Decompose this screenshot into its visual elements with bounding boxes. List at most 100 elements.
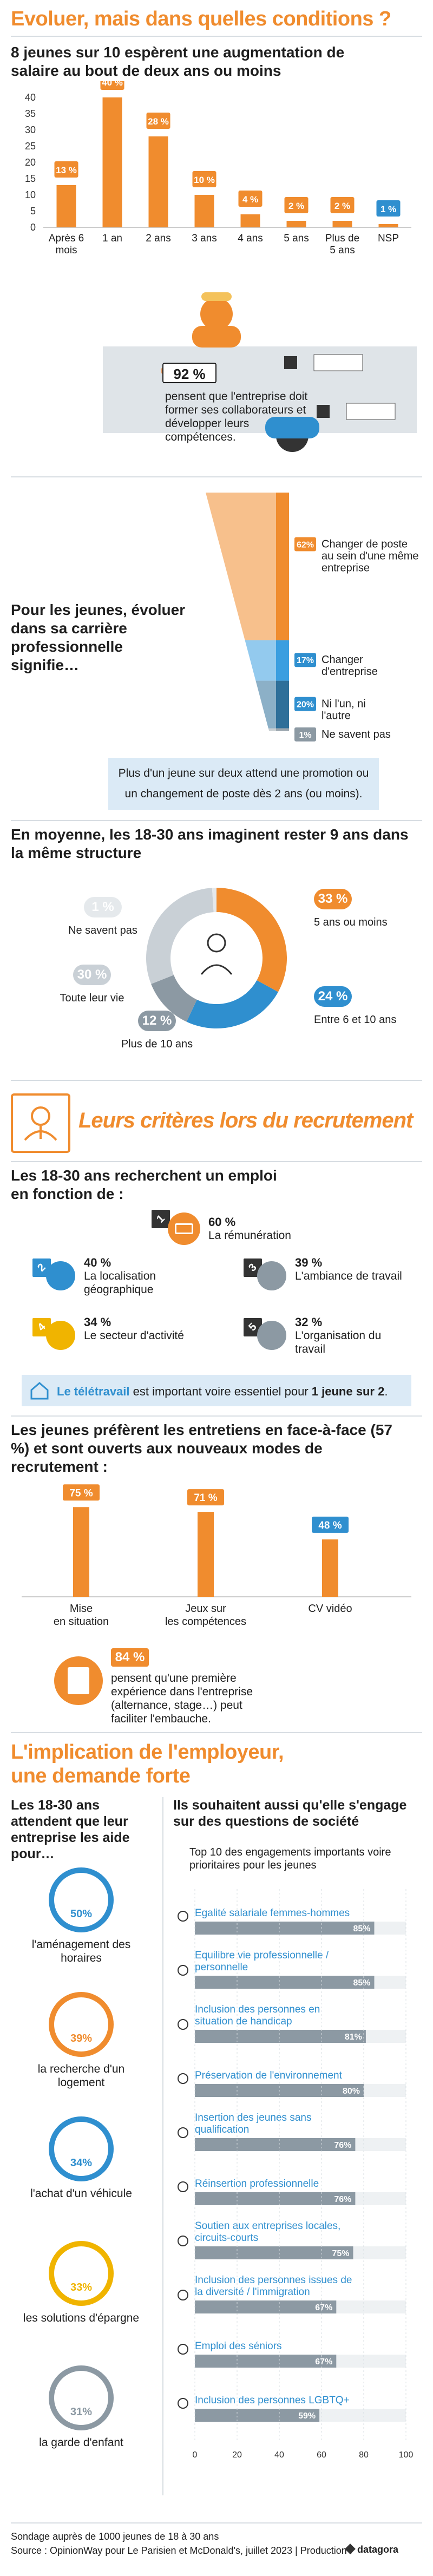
category-label: la diversité / l'immigration xyxy=(195,2286,310,2298)
criteria-text: Le secteur d'activité xyxy=(84,1329,184,1342)
engagements-chart-svg: 85%Egalité salariale femmes-hommes85%Equ… xyxy=(178,1889,414,2460)
x-tick-label: 40 xyxy=(274,2450,284,2460)
home-icon xyxy=(30,1381,49,1400)
support-pct: 33% xyxy=(70,2282,93,2293)
engagements-chart: 85% Egalité salariale femmes-hommes 85% Equ… xyxy=(173,1878,422,2495)
criteria-item-1: 1 60 % La rémunération xyxy=(152,1210,319,1248)
data-label-bg xyxy=(350,1976,373,1988)
x-tick-label: 100 xyxy=(399,2450,414,2460)
data-label-bg xyxy=(340,2085,363,2096)
coins-icon xyxy=(49,2241,114,2306)
support-item-4: 33% les solutions d'épargne xyxy=(11,2241,157,2365)
category-label: NSP xyxy=(378,233,399,244)
slice-label-bg xyxy=(138,1011,176,1031)
brand-logo: datagora xyxy=(345,2544,398,2555)
criteria-pct: 32 % xyxy=(295,1315,323,1329)
salary-bar-chart: 0 5 10 15 20 25 30 35 40 13 % Après 6 mois 40 % 1 an 2… xyxy=(11,74,422,276)
criteria-text: La localisation géographique xyxy=(84,1270,156,1296)
donut-hole xyxy=(174,915,259,1001)
category-label: Insertion des jeunes sans xyxy=(195,2112,311,2123)
diversity-icon xyxy=(178,2290,188,2300)
y-tick-label: 40 xyxy=(25,92,36,103)
data-label-bg xyxy=(350,1922,373,1934)
criteria-pct: 40 % xyxy=(84,1256,111,1269)
s6-heading: Les jeunes préfèrent les entretiens en f… xyxy=(11,1421,392,1475)
s4-heading: En moyenne, les 18-30 ans imaginent rest… xyxy=(11,826,409,861)
balance-icon xyxy=(178,1965,188,1976)
slice-text: Plus de 10 ans xyxy=(121,1038,193,1050)
footer-line2: Source : OpinionWay pour Le Parisien et … xyxy=(11,2545,352,2556)
car-icon xyxy=(49,2116,114,2181)
segment-fade xyxy=(245,640,276,681)
category-label: personnelle xyxy=(195,1962,248,1973)
segment-label-bg xyxy=(294,727,316,742)
tenure-donut-chart: 33 % 5 ans ou moins 24 % Entre 6 et 10 ans 1… xyxy=(11,871,422,1056)
datagora-icon xyxy=(345,2544,356,2554)
segment-label-bg xyxy=(294,653,316,667)
bar xyxy=(148,136,168,227)
money-icon xyxy=(168,1212,200,1245)
telework-b: est important voire essentiel pour xyxy=(129,1385,312,1398)
data-label: 2 % xyxy=(288,201,304,211)
data-label-bg xyxy=(342,2030,365,2042)
support-pct: 34% xyxy=(70,2157,93,2169)
category-label: 3 ans xyxy=(192,233,216,244)
s1-heading: 8 jeunes sur 10 espèrent une augmentatio… xyxy=(11,44,345,79)
slice-label-bg xyxy=(314,889,352,909)
clock-icon xyxy=(49,1867,114,1932)
footer-line1: Sondage auprès de 1000 jeunes de 18 à 30… xyxy=(11,2531,219,2542)
gender-equality-icon xyxy=(178,1911,188,1922)
data-label: 28 % xyxy=(148,116,169,127)
data-label: 85% xyxy=(353,1924,370,1933)
slice-label-bg xyxy=(73,965,111,985)
bar xyxy=(195,2030,366,2043)
y-tick-label: 20 xyxy=(25,157,36,168)
segment-text: d'entreprise xyxy=(322,666,378,678)
career-meaning-chart: 62% Changer de poste au sein d'une même ent… xyxy=(195,487,422,747)
category-label: Réinsertion professionnelle xyxy=(195,2178,319,2190)
category-label: 5 ans xyxy=(284,233,309,244)
category-label: Inclusion des personnes LGBTQ+ xyxy=(195,2395,350,2406)
house-icon xyxy=(49,1992,114,2057)
category-label: CV vidéo xyxy=(308,1603,352,1615)
segment-label-bg xyxy=(294,537,316,552)
calendar-icon xyxy=(257,1321,286,1350)
divider xyxy=(11,1080,422,1081)
segment-fade xyxy=(206,493,276,640)
slice-label: 33 % xyxy=(318,892,348,906)
baby-icon xyxy=(49,2365,114,2430)
data-label: 76% xyxy=(334,2141,351,2150)
category-label: 1 an xyxy=(102,233,122,244)
segment-text: l'autre xyxy=(322,710,351,722)
briefcase-icon xyxy=(46,1321,75,1350)
divider xyxy=(11,36,422,37)
experience-text: pensent qu'une première expérience dans … xyxy=(111,1672,253,1725)
slice-label: 1 % xyxy=(91,900,114,914)
criteria-pct: 34 % xyxy=(84,1315,111,1329)
s7-left-heading: Les 18-30 ans attendent que leur entrepr… xyxy=(11,1798,130,1861)
bar xyxy=(195,2138,356,2151)
category-label: Inclusion des personnes issues de xyxy=(195,2275,352,2286)
divider xyxy=(11,1415,422,1417)
data-label-bg xyxy=(187,1489,224,1506)
slice-label: 24 % xyxy=(318,989,348,1004)
s3-heading: Pour les jeunes, évoluer dans sa carrièr… xyxy=(11,601,186,673)
support-item-3: 34% l'achat d'un véhicule xyxy=(11,2116,157,2241)
segment-text: au sein d'une même xyxy=(322,550,418,562)
training-text: pensent que l'entreprise doit former ses… xyxy=(165,390,308,443)
data-label: 67% xyxy=(315,2357,332,2367)
data-label-bg xyxy=(331,2139,355,2151)
criteria-pct: 60 % xyxy=(208,1215,236,1229)
category-label: Emploi des séniors xyxy=(195,2341,282,2352)
team-icon xyxy=(257,1261,286,1290)
leaf-icon xyxy=(178,2073,188,2084)
person-head xyxy=(200,298,233,330)
criteria-text: L'ambiance de travail xyxy=(295,1270,402,1282)
lgbtq-icon xyxy=(178,2398,188,2409)
category-label: Soutien aux entreprises locales, xyxy=(195,2220,340,2232)
criteria-item-3: 3 39 % L'ambiance de travail xyxy=(244,1253,417,1302)
segment-bar xyxy=(276,728,289,731)
data-label-bg xyxy=(238,191,263,207)
divider xyxy=(11,1732,422,1733)
